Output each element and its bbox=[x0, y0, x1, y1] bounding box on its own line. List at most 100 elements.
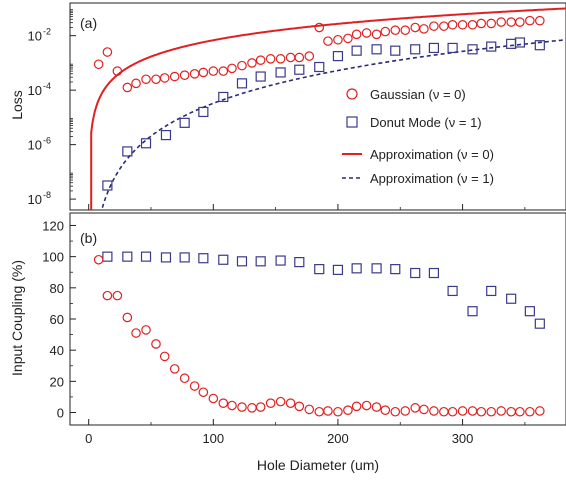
donut-point bbox=[410, 267, 421, 279]
panel-b-label: (b) bbox=[80, 230, 97, 246]
gaussian-point bbox=[429, 406, 439, 416]
donut-point bbox=[467, 44, 478, 55]
legend-donut-marker bbox=[346, 116, 358, 128]
donut-point bbox=[140, 251, 152, 262]
donut-point bbox=[514, 37, 525, 48]
ytick-label: 60 bbox=[50, 312, 64, 327]
gaussian-point bbox=[343, 33, 353, 44]
donut-point bbox=[371, 263, 382, 274]
donut-point bbox=[410, 44, 421, 55]
donut-point bbox=[447, 285, 458, 297]
gaussian-point bbox=[131, 328, 141, 338]
donut-point bbox=[332, 51, 344, 62]
legend-approx0-label: Approximation (ν = 0) bbox=[370, 147, 494, 162]
gaussian-point bbox=[227, 400, 237, 411]
ytick-label: 10 bbox=[28, 83, 42, 98]
panel-b: (b) Input Coupling (%) 0 20 40 60 80 100 120 0… bbox=[9, 204, 566, 473]
gaussian-point bbox=[314, 22, 325, 33]
gaussian-point bbox=[419, 24, 429, 34]
gaussian-point bbox=[506, 17, 516, 27]
donut-point bbox=[236, 256, 248, 267]
gaussian-point bbox=[275, 54, 286, 64]
gaussian-point bbox=[525, 15, 535, 26]
gaussian-point bbox=[439, 406, 449, 417]
donut-point bbox=[179, 252, 190, 263]
gaussian-point bbox=[102, 290, 113, 301]
gaussian-point bbox=[333, 406, 343, 417]
gaussian-point bbox=[496, 406, 506, 416]
gaussian-point bbox=[189, 69, 200, 79]
gaussian-point bbox=[208, 66, 219, 76]
donut-point bbox=[351, 263, 362, 274]
gaussian-point bbox=[112, 290, 123, 301]
legend: Gaussian (ν = 0) Donut Mode (ν = 1) Appr… bbox=[342, 87, 494, 186]
donut-point bbox=[255, 71, 266, 82]
gaussian-point bbox=[400, 25, 411, 36]
ytick-exponent: -6 bbox=[43, 136, 51, 146]
gaussian-point bbox=[93, 59, 104, 70]
gaussian-point bbox=[237, 60, 247, 71]
donut-point bbox=[486, 41, 497, 52]
donut-point bbox=[160, 129, 172, 141]
donut-point bbox=[390, 45, 401, 56]
gaussian-point bbox=[410, 22, 421, 33]
gaussian-point bbox=[265, 54, 276, 64]
donut-point bbox=[275, 255, 286, 266]
ytick-label: 0 bbox=[57, 406, 64, 421]
gaussian-point bbox=[343, 405, 353, 415]
x-axis-label: Hole Diameter (um) bbox=[257, 457, 379, 473]
panel-a-frame bbox=[69, 2, 566, 211]
gaussian-point bbox=[535, 406, 545, 416]
ytick-exponent: -8 bbox=[43, 190, 51, 200]
donut-point bbox=[294, 64, 305, 75]
donut-point bbox=[390, 264, 401, 275]
panel-a: (a) Loss 10-810-610-410-2 Gaussian (ν = … bbox=[9, 2, 566, 211]
donut-point bbox=[160, 252, 172, 263]
gaussian-point bbox=[218, 66, 229, 76]
gaussian-point bbox=[255, 55, 266, 65]
donut-point bbox=[486, 285, 497, 297]
legend-donut-label: Donut Mode (ν = 1) bbox=[370, 115, 482, 130]
gaussian-point bbox=[447, 19, 458, 30]
donut-point bbox=[314, 61, 325, 73]
gaussian-point bbox=[285, 398, 296, 408]
xtick-label: 300 bbox=[452, 431, 474, 446]
gaussian-point bbox=[361, 28, 372, 38]
gaussian-point bbox=[304, 51, 315, 61]
donut-point bbox=[102, 251, 113, 262]
gaussian-point bbox=[323, 406, 333, 416]
gaussian-point bbox=[247, 58, 257, 68]
donut-point bbox=[122, 146, 133, 157]
donut-point bbox=[122, 251, 133, 262]
gaussian-point bbox=[151, 339, 161, 349]
gaussian-point bbox=[169, 71, 180, 82]
approximation-gaussian-line bbox=[90, 7, 566, 210]
donut-point bbox=[534, 40, 545, 51]
donut-point bbox=[198, 253, 209, 264]
gaussian-point bbox=[457, 19, 468, 30]
gaussian-point bbox=[169, 364, 180, 374]
legend-gaussian-label: Gaussian (ν = 0) bbox=[370, 87, 466, 102]
gaussian-point bbox=[294, 401, 305, 412]
ytick-exponent: -2 bbox=[43, 27, 51, 37]
donut-point bbox=[255, 256, 266, 267]
gaussian-point bbox=[294, 52, 305, 63]
ytick-label: 40 bbox=[50, 343, 64, 358]
gaussian-point bbox=[400, 406, 411, 416]
gaussian-point bbox=[380, 405, 391, 415]
gaussian-point bbox=[535, 15, 545, 26]
panel-a-yticks: 10-810-610-410-2 bbox=[28, 9, 76, 207]
gaussian-point bbox=[439, 21, 449, 31]
gaussian-point bbox=[486, 18, 497, 29]
donut-point bbox=[294, 257, 305, 268]
gaussian-point bbox=[218, 398, 229, 408]
donut-point bbox=[371, 44, 382, 55]
gaussian-point bbox=[179, 373, 190, 384]
ytick-label: 80 bbox=[50, 281, 64, 296]
gaussian-point bbox=[237, 402, 247, 412]
panel-b-frame bbox=[69, 212, 566, 426]
donut-point bbox=[236, 78, 248, 89]
gaussian-point bbox=[159, 351, 170, 362]
ytick-exponent: -4 bbox=[43, 81, 51, 91]
gaussian-point bbox=[506, 406, 516, 417]
